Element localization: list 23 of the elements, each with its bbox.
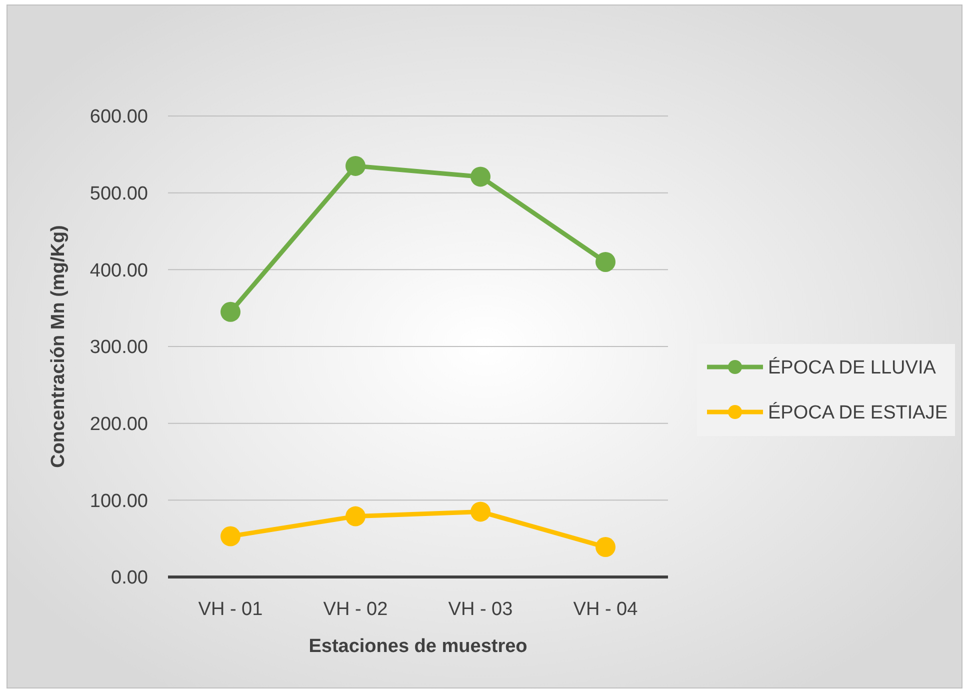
point xyxy=(220,302,240,322)
y-tick-label: 100.00 xyxy=(90,490,148,512)
point xyxy=(346,506,366,526)
point xyxy=(596,252,616,272)
y-tick-label: 300.00 xyxy=(90,337,148,358)
y-tick-label: 400.00 xyxy=(90,260,148,282)
x-tick-label: VH - 01 xyxy=(198,599,263,620)
legend-label: ÉPOCA DE ESTIAJE xyxy=(768,402,948,424)
x-tick-label: VH - 03 xyxy=(448,599,513,620)
y-tick-label: 0.00 xyxy=(111,568,148,589)
x-tick-label: VH - 02 xyxy=(323,599,388,620)
point xyxy=(470,166,490,187)
legend-label: ÉPOCA DE LLUVIA xyxy=(768,356,936,379)
x-axis-title: Estaciones de muestreo xyxy=(308,636,528,657)
y-tick-label: 600.00 xyxy=(90,106,148,128)
point xyxy=(346,156,366,176)
point xyxy=(220,526,240,546)
y-axis-title: Concentración Mn (mg/Kg) xyxy=(48,225,69,468)
point xyxy=(470,502,490,522)
y-tick-label: 200.00 xyxy=(90,414,148,435)
x-tick-label: VH - 04 xyxy=(573,599,638,620)
point xyxy=(596,537,616,558)
y-tick-label: 500.00 xyxy=(90,183,148,204)
